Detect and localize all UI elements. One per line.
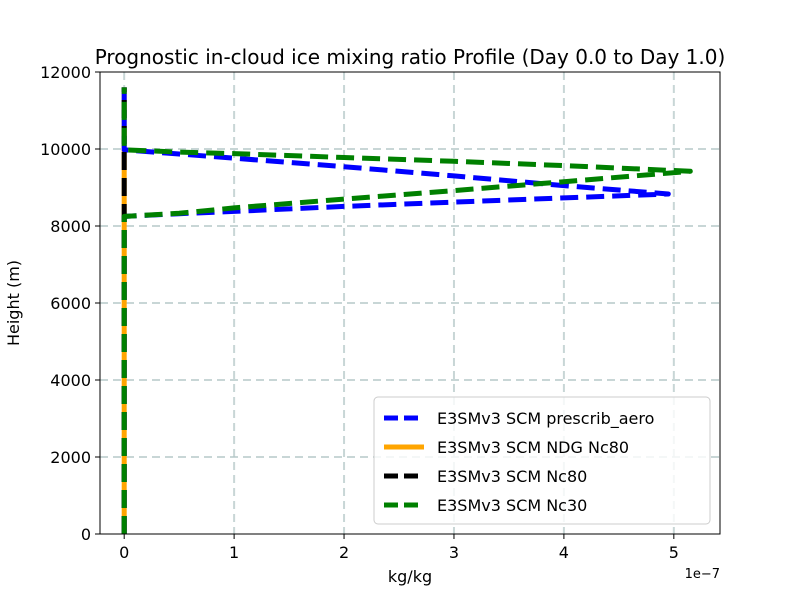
legend-label: E3SMv3 SCM prescrib_aero bbox=[437, 409, 654, 429]
y-tick-label: 10000 bbox=[40, 140, 91, 159]
series-group bbox=[121, 87, 693, 534]
legend-label: E3SMv3 SCM Nc80 bbox=[437, 467, 587, 486]
legend-label: E3SMv3 SCM Nc30 bbox=[437, 496, 587, 515]
y-tick-label: 8000 bbox=[50, 217, 91, 236]
y-axis-label: Height (m) bbox=[4, 260, 23, 346]
y-tick-label: 2000 bbox=[50, 448, 91, 467]
x-tick-label: 0 bbox=[119, 543, 129, 562]
chart-title: Prognostic in-cloud ice mixing ratio Pro… bbox=[95, 45, 726, 69]
legend: E3SMv3 SCM prescrib_aero E3SMv3 SCM NDG N… bbox=[373, 396, 711, 525]
y-tick-label: 12000 bbox=[40, 63, 91, 82]
x-tick-label: 4 bbox=[559, 543, 569, 562]
axes-ticks: 0 1 2 3 4 5 0 2000 4000 6000 8000 10000 12000 bbox=[40, 63, 679, 562]
x-axis-label: kg/kg bbox=[388, 567, 432, 586]
x-axis-offset-label: 1e−7 bbox=[685, 567, 720, 582]
legend-box bbox=[373, 396, 711, 525]
y-tick-label: 0 bbox=[81, 525, 91, 544]
x-tick-label: 2 bbox=[339, 543, 349, 562]
y-tick-label: 6000 bbox=[50, 294, 91, 313]
y-tick-label: 4000 bbox=[50, 371, 91, 390]
series-line-e3smv3-scm-nc30 bbox=[121, 87, 693, 534]
x-tick-label: 5 bbox=[669, 543, 679, 562]
legend-label: E3SMv3 SCM NDG Nc80 bbox=[437, 438, 629, 457]
x-tick-label: 3 bbox=[449, 543, 459, 562]
x-tick-label: 1 bbox=[229, 543, 239, 562]
